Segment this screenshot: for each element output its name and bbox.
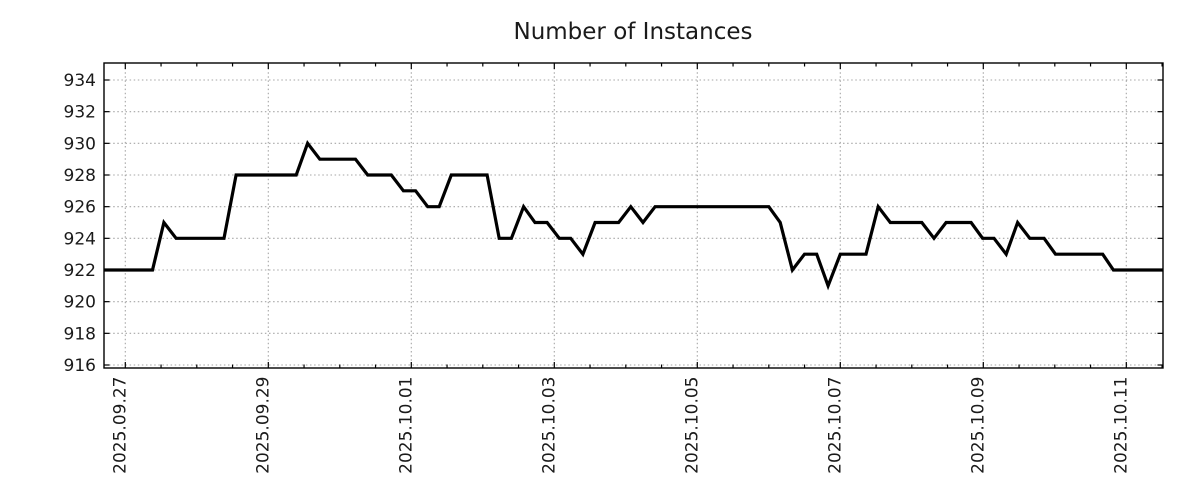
x-axis-tick-label: 2025.10.01 bbox=[396, 377, 416, 474]
x-axis-tick-label: 2025.10.05 bbox=[682, 377, 702, 474]
x-axis-tick-label: 2025.10.07 bbox=[825, 377, 845, 474]
x-axis-tick-label: 2025.09.27 bbox=[110, 377, 130, 474]
series-layer bbox=[103, 140, 1163, 291]
series-line bbox=[103, 140, 1163, 291]
y-axis-tick-label: 926 bbox=[64, 198, 96, 218]
plot-border-layer bbox=[103, 62, 1164, 369]
gridlines-layer bbox=[105, 64, 1162, 367]
y-axis-tick-label: 928 bbox=[64, 166, 96, 186]
y-axis-tick-label: 920 bbox=[64, 293, 96, 313]
ticks-layer bbox=[104, 63, 1163, 368]
chart-title: Number of Instances bbox=[514, 19, 753, 45]
y-axis-tick-label: 930 bbox=[64, 134, 96, 154]
x-axis-tick-label: 2025.10.03 bbox=[539, 377, 559, 474]
y-axis-tick-label: 918 bbox=[64, 324, 96, 344]
axis-labels-layer: 916 918 920 922 924 926 928 930 932 934 2025.09.27… bbox=[64, 71, 1132, 474]
x-axis-tick-label: 2025.09.29 bbox=[253, 377, 273, 474]
plot-border bbox=[103, 62, 1164, 369]
y-axis-tick-label: 916 bbox=[64, 356, 96, 376]
y-axis-tick-label: 932 bbox=[64, 103, 96, 123]
x-axis-tick-label: 2025.10.11 bbox=[1111, 377, 1131, 474]
y-axis-tick-label: 934 bbox=[64, 71, 96, 91]
x-axis-tick-label: 2025.10.09 bbox=[968, 377, 988, 474]
y-axis-tick-label: 922 bbox=[64, 261, 96, 281]
y-axis-tick-label: 924 bbox=[64, 229, 96, 249]
